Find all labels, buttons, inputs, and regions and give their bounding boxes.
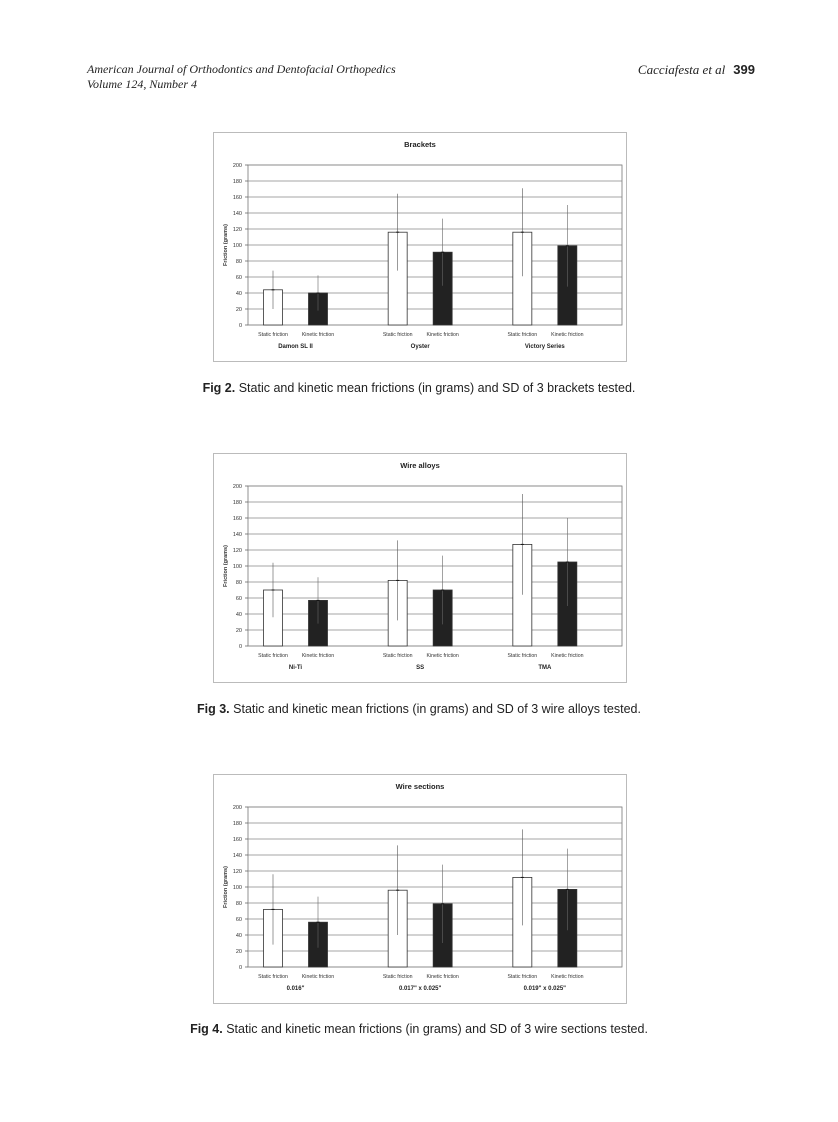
figure-2-chart: Brackets 0 20 40 60 80 100 120 140 160 180 200 Frict… — [213, 132, 627, 362]
y-tick-label: 140 — [233, 211, 242, 217]
series-label: Static friction — [383, 974, 413, 980]
y-tick-label: 0 — [239, 965, 242, 971]
category-label: TMA — [538, 665, 552, 671]
series-label: Kinetic friction — [427, 332, 459, 338]
y-tick-label: 120 — [233, 548, 242, 554]
journal-title: American Journal of Orthodontics and Den… — [87, 62, 396, 76]
y-axis-label: Friction (grams) — [223, 866, 229, 908]
y-tick-label: 40 — [236, 291, 242, 297]
figure-4-caption: Fig 4. Static and kinetic mean frictions… — [0, 1022, 838, 1036]
category-label: 0.019" x 0.025" — [524, 986, 567, 992]
series-label: Static friction — [507, 974, 537, 980]
y-tick-label: 0 — [239, 323, 242, 329]
category-label: Oyster — [411, 344, 431, 350]
series-label: Kinetic friction — [427, 974, 459, 980]
y-tick-label: 80 — [236, 259, 242, 265]
y-tick-label: 40 — [236, 612, 242, 618]
running-header-left: American Journal of Orthodontics and Den… — [87, 62, 396, 92]
y-tick-label: 200 — [233, 163, 242, 169]
category-label: 0.017" x 0.025" — [399, 986, 442, 992]
figure-3-chart: Wire alloys 0 20 40 60 80 100 120 140 160 180 200 Fr… — [213, 453, 627, 683]
y-tick-label: 60 — [236, 275, 242, 281]
series-label: Kinetic friction — [551, 653, 583, 659]
series-label: Kinetic friction — [551, 974, 583, 980]
y-tick-label: 200 — [233, 805, 242, 811]
y-tick-label: 140 — [233, 532, 242, 538]
page-number: 399 — [733, 62, 755, 77]
y-tick-label: 100 — [233, 885, 242, 891]
series-label: Kinetic friction — [302, 974, 334, 980]
running-header-right: Cacciafesta et al 399 — [638, 62, 755, 78]
chart-title: Wire sections — [396, 782, 445, 791]
caption-text: Static and kinetic mean frictions (in gr… — [238, 381, 636, 395]
figure-3-caption: Fig 3. Static and kinetic mean frictions… — [0, 702, 838, 716]
series-label: Static friction — [507, 332, 537, 338]
category-label: Ni-Ti — [289, 665, 303, 671]
y-tick-label: 0 — [239, 644, 242, 650]
series-label: Static friction — [258, 332, 288, 338]
y-tick-label: 120 — [233, 227, 242, 233]
y-tick-label: 60 — [236, 917, 242, 923]
caption-text: Static and kinetic mean frictions (in gr… — [233, 702, 641, 716]
y-tick-label: 80 — [236, 901, 242, 907]
figure-label: Fig 4. — [190, 1022, 223, 1036]
category-label: Damon SL II — [278, 344, 313, 350]
series-label: Kinetic friction — [302, 332, 334, 338]
y-tick-label: 20 — [236, 307, 242, 313]
y-tick-label: 40 — [236, 933, 242, 939]
authors: Cacciafesta et al — [637, 62, 726, 77]
series-label: Kinetic friction — [551, 332, 583, 338]
series-label: Static friction — [507, 653, 537, 659]
series-label: Static friction — [383, 332, 413, 338]
series-label: Static friction — [383, 653, 413, 659]
y-tick-label: 80 — [236, 580, 242, 586]
y-tick-label: 140 — [233, 853, 242, 859]
journal-volume: Volume 124, Number 4 — [87, 77, 197, 91]
y-tick-label: 60 — [236, 596, 242, 602]
y-tick-label: 180 — [233, 821, 242, 827]
y-tick-label: 20 — [236, 628, 242, 634]
y-tick-label: 100 — [233, 243, 242, 249]
series-label: Static friction — [258, 653, 288, 659]
y-tick-label: 120 — [233, 869, 242, 875]
category-label: Victory Series — [525, 344, 566, 350]
category-label: 0.016" — [287, 986, 305, 992]
y-tick-label: 20 — [236, 949, 242, 955]
y-axis-label: Friction (grams) — [223, 545, 229, 587]
figure-2-caption: Fig 2. Static and kinetic mean frictions… — [0, 381, 838, 395]
chart-title: Brackets — [404, 140, 436, 149]
y-tick-label: 100 — [233, 564, 242, 570]
series-label: Kinetic friction — [427, 653, 459, 659]
y-tick-label: 160 — [233, 516, 242, 522]
y-tick-label: 180 — [233, 500, 242, 506]
figure-4-chart: Wire sections 0 20 40 60 80 100 120 140 160 180 200… — [213, 774, 627, 1004]
figure-label: Fig 2. — [202, 381, 236, 395]
caption-text: Static and kinetic mean frictions (in gr… — [226, 1022, 648, 1036]
y-tick-label: 180 — [233, 179, 242, 185]
chart-title: Wire alloys — [400, 461, 440, 470]
y-tick-label: 160 — [233, 837, 242, 843]
y-tick-label: 160 — [233, 195, 242, 201]
y-axis-label: Friction (grams) — [223, 224, 229, 266]
series-label: Static friction — [258, 974, 288, 980]
figure-label: Fig 3. — [197, 702, 230, 716]
series-label: Kinetic friction — [302, 653, 334, 659]
y-tick-label: 200 — [233, 484, 242, 490]
category-label: SS — [416, 665, 424, 671]
